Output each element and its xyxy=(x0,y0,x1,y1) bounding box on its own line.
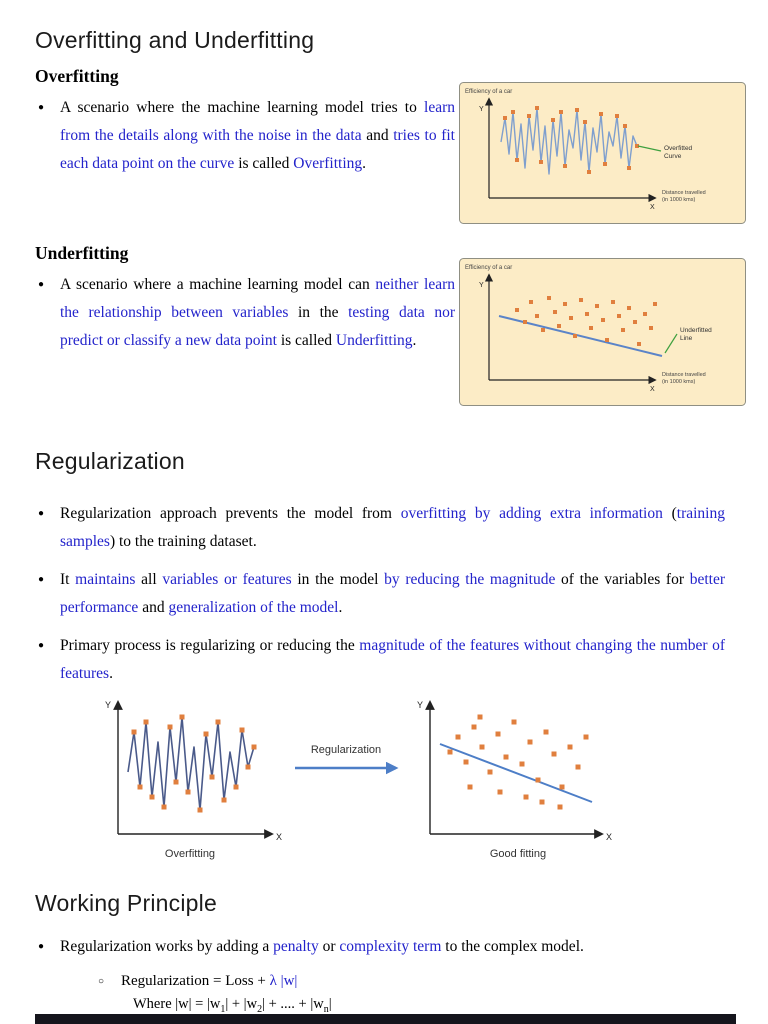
regularization-formula: Regularization = Loss + λ |w| xyxy=(121,973,298,989)
x-axis-title-line2: (in 1000 kms) xyxy=(662,197,695,203)
left-caption: Overfitting xyxy=(165,848,215,860)
formula-bullet: ○ Regularization = Loss + λ |w| xyxy=(95,971,695,992)
data-points xyxy=(515,296,657,346)
underfitting-heading: Underfitting xyxy=(35,243,129,263)
x-axis-title-line2: (in 1000 kms) xyxy=(662,379,695,385)
y-axis-title: Efficiency of a car xyxy=(465,265,512,271)
regularization-bullet-3: ● Primary process is regularizing or red… xyxy=(35,632,725,688)
right-data-points xyxy=(447,714,589,810)
left-x-letter: X xyxy=(276,832,282,842)
bullet-icon: ● xyxy=(38,508,45,519)
right-caption: Good fitting xyxy=(490,848,546,860)
regularization-title: Regularization xyxy=(35,448,185,474)
bullet-icon: ● xyxy=(38,279,45,290)
working-principle-paragraph: Regularization works by adding a penalty… xyxy=(60,938,584,955)
overfitting-heading: Overfitting xyxy=(35,66,119,86)
page-title: Overfitting and Underfitting xyxy=(35,27,315,53)
circle-bullet-icon: ○ xyxy=(98,976,105,987)
annotation-pointer xyxy=(664,333,678,354)
cropped-dark-bar xyxy=(35,1014,736,1024)
x-axis-title-line1: Distance travelled xyxy=(662,372,706,378)
overfitting-section: Overfitting ● A scenario where the machi… xyxy=(35,66,455,178)
figure-background xyxy=(459,82,746,224)
regularization-paragraph-2: It maintains all variables or features i… xyxy=(60,571,725,616)
overfitted-curve-figure: Efficiency of a car Y X Distance travell… xyxy=(459,82,746,224)
right-y-letter: Y xyxy=(417,700,423,710)
regularization-bullet-1: ● Regularization approach prevents the m… xyxy=(35,500,725,556)
figure-background xyxy=(459,258,746,406)
annotation-line1: Overfitted xyxy=(664,145,693,152)
formula-where-line: Where |w| = |w1| + |w2| + .... + |wn| xyxy=(133,996,332,1015)
overfitting-bullet: ● A scenario where the machine learning … xyxy=(35,94,455,178)
underfitting-bullet: ● A scenario where a machine learning mo… xyxy=(35,271,455,355)
y-axis-title: Efficiency of a car xyxy=(465,89,512,95)
y-axis-letter: Y xyxy=(479,282,484,289)
arrow-label: Regularization xyxy=(311,744,381,756)
left-data-points xyxy=(131,714,257,813)
x-axis-letter: X xyxy=(650,386,655,393)
underfitted-line-figure: Efficiency of a car Y X Distance travell… xyxy=(459,258,746,406)
annotation-line2: Line xyxy=(680,335,693,342)
annotation-pointer xyxy=(637,145,662,152)
left-y-letter: Y xyxy=(105,700,111,710)
underfitting-section: Underfitting ● A scenario where a machin… xyxy=(35,243,455,355)
regularization-paragraph-3: Primary process is regularizing or reduc… xyxy=(60,637,726,682)
y-axis-letter: Y xyxy=(479,106,484,113)
underfitting-paragraph: A scenario where a machine learning mode… xyxy=(60,276,456,349)
overfitting-curve xyxy=(127,716,255,811)
regularization-paragraph-1: Regularization approach prevents the mod… xyxy=(60,505,725,550)
good-fit-line xyxy=(439,743,593,803)
regularization-figure: Y X Overfitting Regularization Y X xyxy=(105,700,612,860)
bullet-icon: ● xyxy=(38,574,45,585)
annotation-line1: Underfitted xyxy=(680,327,712,334)
regularization-bullets: ● Regularization approach prevents the m… xyxy=(35,500,725,688)
overfitting-paragraph: A scenario where the machine learning mo… xyxy=(60,99,455,172)
data-points xyxy=(503,106,639,174)
annotation-line2: Curve xyxy=(664,153,682,160)
regularization-bullet-2: ● It maintains all variables or features… xyxy=(35,566,725,622)
working-principle-title: Working Principle xyxy=(35,890,217,916)
x-axis-title-line1: Distance travelled xyxy=(662,190,706,196)
x-axis-letter: X xyxy=(650,204,655,211)
bullet-icon: ● xyxy=(38,640,45,651)
bullet-icon: ● xyxy=(38,102,45,113)
overfitted-curve xyxy=(500,107,638,175)
working-principle-bullet: ● Regularization works by adding a penal… xyxy=(35,933,725,961)
right-x-letter: X xyxy=(606,832,612,842)
bullet-icon: ● xyxy=(38,941,45,952)
